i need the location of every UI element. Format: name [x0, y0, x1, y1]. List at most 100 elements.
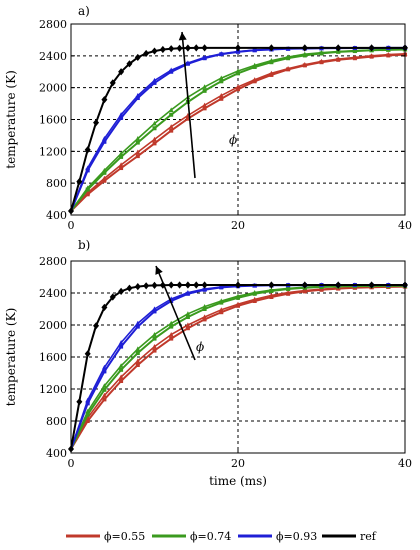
- data-point: [176, 281, 183, 289]
- y-tick-label: 1200: [39, 145, 67, 158]
- data-point: [202, 304, 207, 309]
- data-point: [135, 149, 141, 155]
- data-point: [193, 44, 200, 52]
- data-point: [302, 51, 308, 57]
- data-point: [102, 170, 107, 175]
- data-point: [301, 281, 308, 289]
- data-point: [126, 284, 133, 292]
- y-tick-label: 400: [46, 209, 67, 222]
- data-point: [202, 307, 207, 311]
- data-point: [118, 363, 124, 368]
- data-point: [335, 56, 341, 62]
- legend: ϕ=0.55 ϕ=0.74 ϕ=0.93 ref: [66, 530, 377, 543]
- data-point: [236, 87, 240, 92]
- data-point: [102, 178, 107, 183]
- data-point: [202, 84, 207, 89]
- data-point: [76, 177, 83, 186]
- data-point: [135, 140, 140, 145]
- data-point: [302, 61, 308, 67]
- data-point: [369, 53, 374, 58]
- data-point: [152, 77, 157, 83]
- data-point: [168, 332, 174, 337]
- y-tick-label: 2800: [39, 18, 67, 31]
- data-point: [159, 281, 166, 289]
- data-point: [126, 60, 133, 68]
- data-point: [143, 282, 150, 290]
- data-point: [118, 151, 124, 156]
- data-point: [218, 93, 224, 98]
- data-point: [135, 324, 140, 329]
- data-point: [193, 281, 200, 289]
- data-point: [185, 315, 190, 319]
- phi-annotation: ϕ: [229, 133, 237, 147]
- data-point: [151, 47, 158, 55]
- data-point: [184, 281, 191, 289]
- data-point: [109, 79, 116, 87]
- y-tick-label: 1200: [39, 383, 67, 396]
- y-tick-label: 2400: [39, 50, 67, 63]
- data-point: [119, 115, 124, 120]
- data-point: [135, 96, 140, 101]
- data-point: [102, 392, 107, 398]
- data-point: [102, 364, 107, 370]
- legend-label: ϕ=0.74: [190, 530, 231, 543]
- data-point: [119, 379, 124, 383]
- data-point: [168, 320, 174, 326]
- y-tick-label: 2800: [39, 255, 67, 268]
- y-axis-label: temperature (K): [4, 308, 18, 407]
- data-point: [119, 166, 124, 171]
- data-point: [85, 419, 90, 423]
- legend-label: ref: [360, 530, 377, 543]
- data-point: [152, 141, 157, 146]
- phi-arrow-head: [178, 32, 187, 41]
- data-point: [152, 348, 157, 353]
- data-point: [152, 344, 157, 349]
- data-point: [202, 102, 207, 108]
- data-point: [235, 68, 241, 73]
- legend-label: ϕ=0.93: [276, 530, 317, 543]
- data-point: [202, 286, 207, 291]
- data-point: [169, 128, 174, 133]
- data-point: [118, 112, 124, 117]
- data-point: [335, 281, 342, 289]
- data-point: [219, 96, 224, 101]
- data-point: [185, 60, 191, 65]
- y-tick-label: 800: [46, 177, 67, 190]
- data-point: [302, 288, 308, 293]
- data-point: [101, 96, 108, 104]
- phi-annotation: ϕ: [196, 340, 204, 354]
- data-point: [219, 310, 224, 315]
- data-point: [84, 350, 91, 358]
- data-point: [76, 398, 83, 406]
- data-point: [152, 332, 157, 337]
- panel-label: b): [78, 238, 90, 252]
- x-tick-label: 40: [398, 457, 412, 470]
- data-point: [236, 71, 240, 76]
- data-point: [159, 45, 166, 54]
- data-point: [102, 139, 107, 144]
- data-point: [134, 53, 141, 62]
- data-point: [368, 281, 375, 289]
- data-point: [168, 45, 175, 53]
- data-point: [319, 50, 324, 55]
- panel-b: 400 800 1200 1600 2000 2400 2800 0 20 40 temperatu…: [4, 238, 412, 488]
- data-point: [102, 369, 107, 374]
- x-tick-label: 0: [68, 457, 75, 470]
- y-tick-label: 800: [46, 415, 67, 428]
- data-point: [218, 51, 224, 56]
- data-point: [252, 77, 258, 82]
- data-point: [119, 344, 124, 349]
- data-point: [301, 44, 308, 52]
- phi-arrow-head: [155, 266, 163, 275]
- y-tick-label: 1600: [39, 351, 67, 364]
- data-point: [134, 283, 141, 291]
- data-point: [135, 136, 141, 141]
- phi-arrow: [155, 265, 196, 361]
- data-point: [268, 44, 275, 52]
- data-point: [119, 367, 124, 372]
- data-point: [269, 287, 274, 292]
- data-point: [135, 363, 140, 367]
- y-tick-label: 400: [46, 447, 67, 460]
- y-tick-label: 2000: [39, 319, 67, 332]
- data-point: [85, 412, 90, 417]
